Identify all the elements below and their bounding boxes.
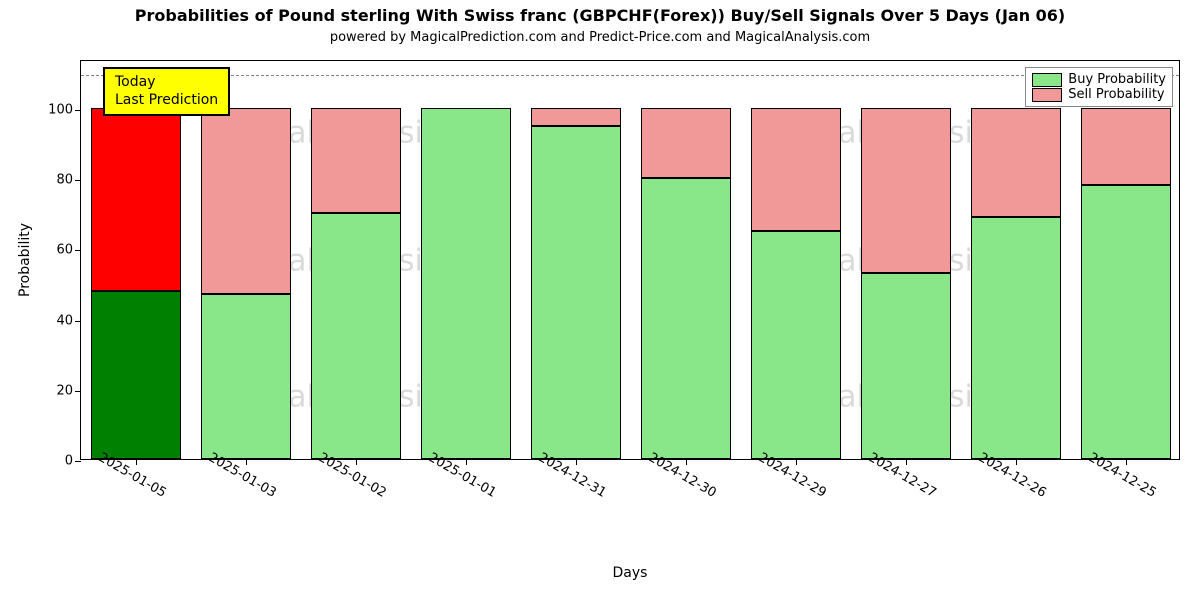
bar-group (531, 59, 621, 459)
legend-swatch (1032, 88, 1062, 102)
legend: Buy ProbabilitySell Probability (1025, 67, 1173, 107)
ytick-label: 60 (56, 243, 81, 258)
legend-item: Buy Probability (1032, 72, 1166, 87)
bar-sell (861, 108, 951, 273)
bar-sell (311, 108, 401, 213)
bar-buy (91, 291, 181, 459)
today-annotation: TodayLast Prediction (103, 67, 230, 116)
bar-buy (421, 108, 511, 459)
ytick-label: 100 (48, 103, 81, 118)
legend-label: Buy Probability (1068, 72, 1166, 87)
bar-buy (861, 273, 951, 459)
y-axis-label: Probability (17, 223, 33, 297)
xtick-mark (1126, 459, 1127, 465)
xtick-mark (906, 459, 907, 465)
bar-group (751, 59, 841, 459)
legend-swatch (1032, 73, 1062, 87)
bar-group (971, 59, 1061, 459)
xtick-mark (136, 459, 137, 465)
bar-group (1081, 59, 1171, 459)
ytick-label: 0 (65, 454, 81, 469)
xtick-mark (356, 459, 357, 465)
plot-area: 020406080100MagicalAnalysis.comMagicalAn… (80, 60, 1180, 460)
bar-sell (531, 108, 621, 126)
bar-sell (201, 108, 291, 294)
bar-buy (311, 213, 401, 459)
xtick-mark (246, 459, 247, 465)
ytick-label: 80 (56, 173, 81, 188)
bar-group (311, 59, 401, 459)
today-annotation-line: Last Prediction (115, 92, 218, 110)
bar-group (201, 59, 291, 459)
xtick-mark (466, 459, 467, 465)
bar-group (861, 59, 951, 459)
legend-item: Sell Probability (1032, 87, 1166, 102)
xtick-mark (1016, 459, 1017, 465)
ytick-label: 40 (56, 313, 81, 328)
bar-sell (971, 108, 1061, 217)
chart-subtitle: powered by MagicalPrediction.com and Pre… (0, 30, 1200, 45)
today-annotation-line: Today (115, 74, 218, 92)
bar-buy (641, 178, 731, 459)
bar-group (91, 59, 181, 459)
chart-container: Probabilities of Pound sterling With Swi… (0, 0, 1200, 600)
chart-title: Probabilities of Pound sterling With Swi… (0, 6, 1200, 25)
bar-buy (1081, 185, 1171, 459)
bar-sell (91, 108, 181, 290)
bar-group (641, 59, 731, 459)
ytick-label: 20 (56, 383, 81, 398)
bar-group (421, 59, 511, 459)
bar-sell (641, 108, 731, 178)
legend-label: Sell Probability (1068, 87, 1164, 102)
xtick-mark (686, 459, 687, 465)
bar-sell (1081, 108, 1171, 185)
xtick-mark (576, 459, 577, 465)
bar-buy (971, 217, 1061, 459)
x-axis-label: Days (613, 565, 648, 581)
bar-buy (751, 231, 841, 459)
xtick-mark (796, 459, 797, 465)
bar-sell (751, 108, 841, 231)
bar-buy (201, 294, 291, 459)
bar-buy (531, 126, 621, 459)
